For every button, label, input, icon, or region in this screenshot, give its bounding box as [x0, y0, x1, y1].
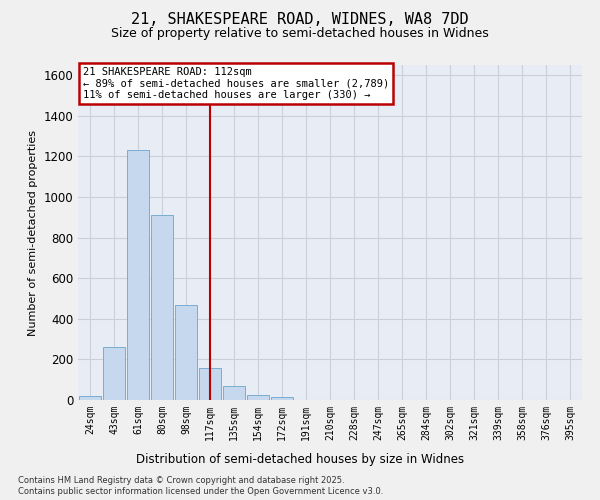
Bar [127, 150, 149, 400]
Text: Distribution of semi-detached houses by size in Widnes: Distribution of semi-detached houses by … [136, 452, 464, 466]
Text: Size of property relative to semi-detached houses in Widnes: Size of property relative to semi-detach… [111, 28, 489, 40]
Bar [175, 304, 197, 400]
Bar [79, 396, 101, 400]
Bar [103, 347, 125, 400]
Bar [247, 395, 269, 400]
Bar [223, 386, 245, 400]
Y-axis label: Number of semi-detached properties: Number of semi-detached properties [28, 130, 38, 336]
Bar [199, 368, 221, 400]
Text: 21, SHAKESPEARE ROAD, WIDNES, WA8 7DD: 21, SHAKESPEARE ROAD, WIDNES, WA8 7DD [131, 12, 469, 28]
Bar [271, 397, 293, 400]
Bar [151, 215, 173, 400]
Text: Contains HM Land Registry data © Crown copyright and database right 2025.: Contains HM Land Registry data © Crown c… [18, 476, 344, 485]
Text: 21 SHAKESPEARE ROAD: 112sqm
← 89% of semi-detached houses are smaller (2,789)
11: 21 SHAKESPEARE ROAD: 112sqm ← 89% of sem… [83, 66, 389, 100]
Text: Contains public sector information licensed under the Open Government Licence v3: Contains public sector information licen… [18, 488, 383, 496]
